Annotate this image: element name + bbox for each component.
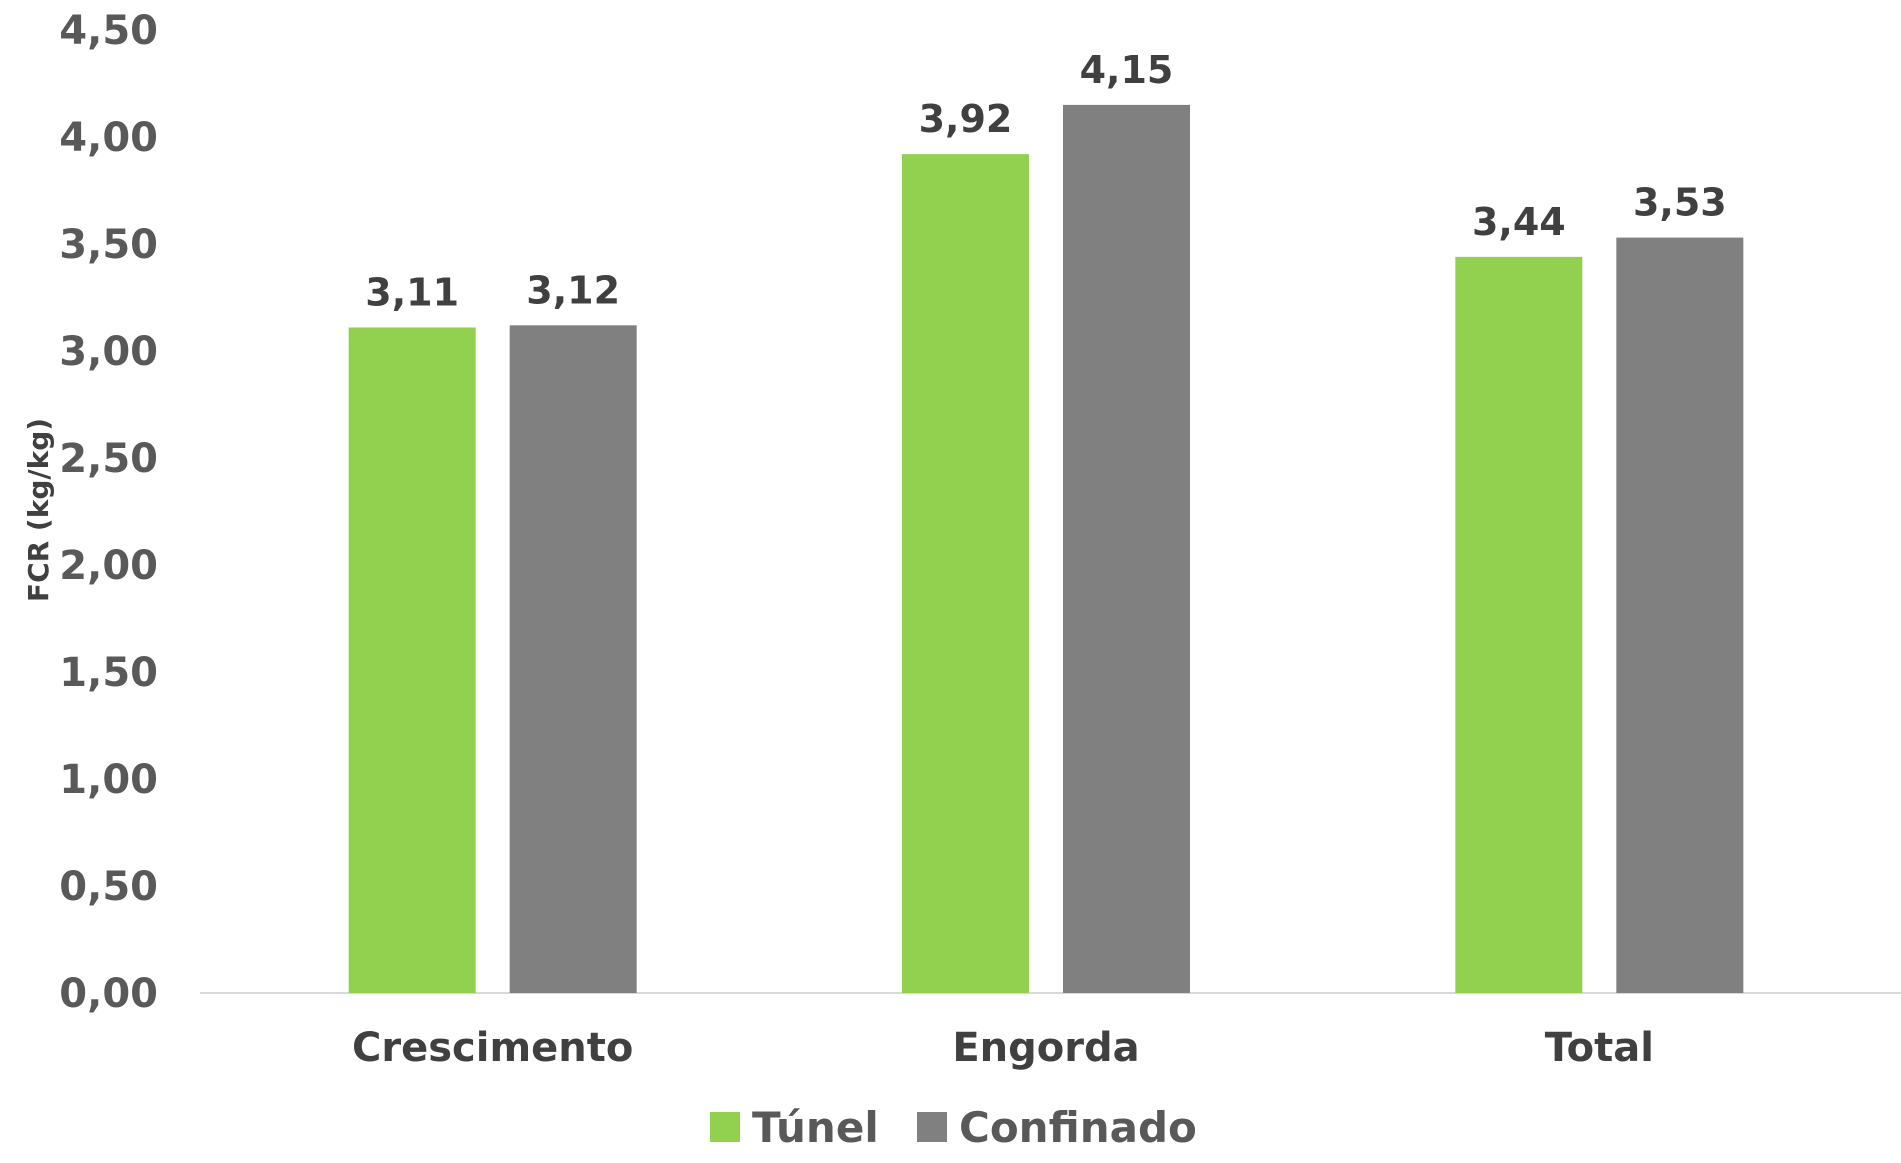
y-tick-label: 1,00 [59, 757, 158, 803]
y-tick-label: 2,50 [59, 436, 158, 482]
bar-t-nel-engorda [902, 154, 1029, 993]
data-label: 3,12 [526, 268, 620, 312]
legend-label: Confinado [959, 1103, 1197, 1152]
y-tick-label: 3,00 [59, 329, 158, 375]
y-tick-label: 4,00 [59, 115, 158, 161]
data-labels: 3,11 3,12 3,92 4,15 3,44 3,53 [365, 48, 1726, 315]
bars [348, 104, 1744, 994]
x-category-label: Crescimento [352, 1025, 633, 1071]
bar-confinado-crescimento [509, 325, 637, 993]
bar-confinado-total [1616, 237, 1744, 993]
y-axis-ticks: 0,00 0,50 1,00 1,50 2,00 2,50 3,00 3,50 4,00 4,50 [59, 8, 158, 1017]
legend-label: Túnel [752, 1103, 879, 1152]
data-label: 3,11 [365, 270, 459, 314]
legend: Túnel Confinado [710, 1103, 1197, 1152]
x-category-label: Total [1545, 1025, 1654, 1071]
bar-confinado-engorda [1063, 104, 1190, 993]
legend-swatch [917, 1112, 947, 1142]
legend-swatch [710, 1112, 740, 1142]
data-label: 3,92 [919, 97, 1013, 141]
y-tick-label: 3,50 [59, 222, 158, 268]
data-label: 4,15 [1080, 48, 1174, 92]
y-tick-label: 0,00 [59, 971, 158, 1017]
data-label: 3,53 [1633, 181, 1727, 225]
bar-t-nel-crescimento [348, 327, 476, 994]
y-tick-label: 4,50 [59, 8, 158, 54]
y-axis-title: FCR (kg/kg) [22, 418, 55, 602]
y-tick-label: 1,50 [59, 650, 158, 696]
x-axis-categories: Crescimento Engorda Total [352, 1025, 1654, 1071]
bar-t-nel-total [1455, 256, 1583, 994]
y-tick-label: 2,00 [59, 543, 158, 589]
y-tick-label: 0,50 [59, 864, 158, 910]
data-label: 3,44 [1472, 200, 1566, 244]
x-category-label: Engorda [952, 1025, 1139, 1071]
